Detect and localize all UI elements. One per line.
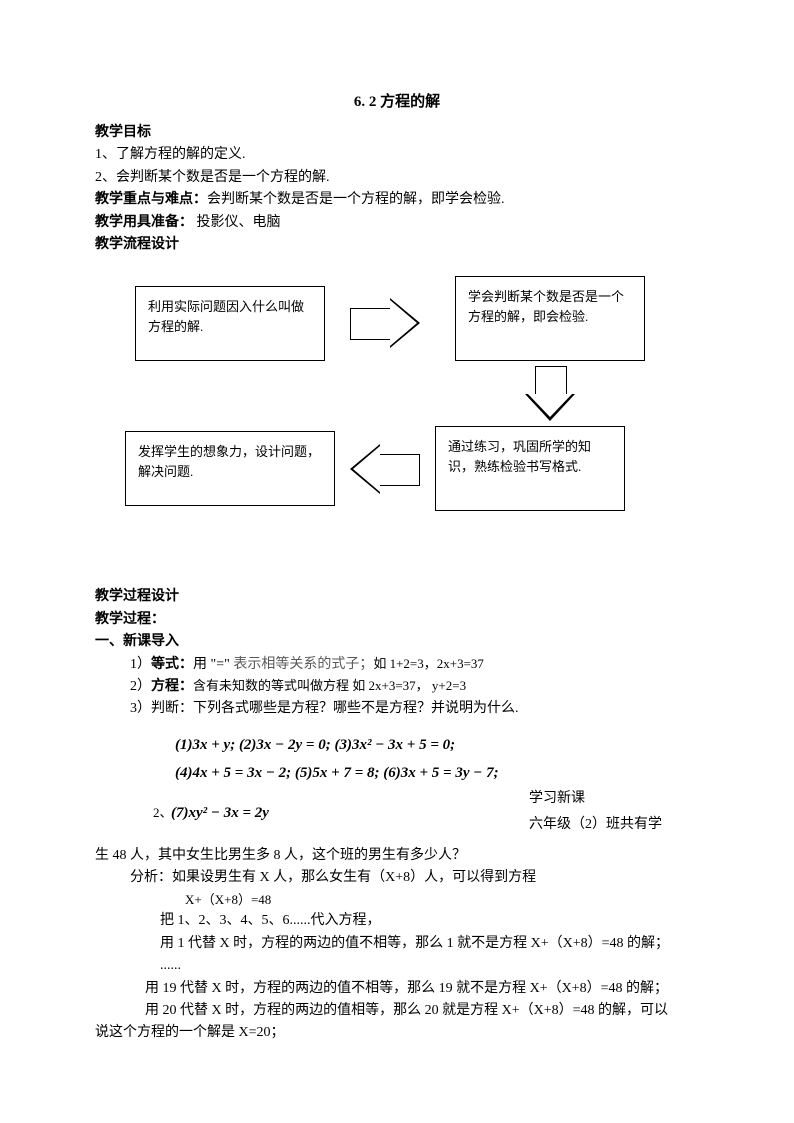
problem-line-7: 用 19 代替 X 时，方程的两边的值不相等，那么 19 就不是方程 X+（X+… bbox=[95, 978, 699, 1000]
intro-1-bold: 等式： bbox=[151, 657, 193, 672]
flow-box-3: 发挥学生的想象力，设计问题，解决问题. bbox=[125, 431, 335, 506]
intro-line-1: 1）等式：用 "=" 表示相等关系的式子；如 1+2=3，2x+3=37 bbox=[95, 654, 699, 676]
heading-objectives: 教学目标 bbox=[95, 122, 699, 144]
heading-flow: 教学流程设计 bbox=[95, 234, 699, 256]
intro-3-label: 3） bbox=[130, 701, 151, 716]
intro-line-2: 2）方程：含有未知数的等式叫做方程 如 2x+3=37， y+2=3 bbox=[95, 676, 699, 698]
page-title: 6. 2 方程的解 bbox=[95, 90, 699, 114]
objective-1: 1、了解方程的解的定义. bbox=[95, 144, 699, 166]
intro-2-bold: 方程： bbox=[151, 679, 193, 694]
keypoints-label: 教学重点与难点： bbox=[95, 192, 207, 207]
eq-row-3: (7)xy² − 3x = 2y bbox=[171, 799, 269, 828]
heading-process-design: 教学过程设计 bbox=[95, 586, 699, 608]
flow-box-2: 学会判断某个数是否是一个方程的解，即会检验. bbox=[455, 276, 645, 361]
keypoints-text: 会判断某个数是否是一个方程的解，即学会检验. bbox=[207, 192, 505, 207]
intro-2-text: 含有未知数的等式叫做方程 如 2x+3=37， y+2=3 bbox=[193, 678, 466, 693]
heading-process: 教学过程： bbox=[95, 609, 699, 631]
arrow-right-icon bbox=[350, 298, 420, 348]
side-note-2: 六年级（2）班共有学 bbox=[529, 812, 699, 839]
tools-text: 投影仪、电脑 bbox=[193, 215, 281, 230]
problem-line-4: 把 1、2、3、4、5、6......代入方程， bbox=[95, 910, 699, 932]
problem-line-2: 分析：如果设男生有 X 人，那么女生有（X+8）人，可以得到方程 bbox=[95, 867, 699, 889]
equation-block: (1)3x + y; (2)3x − 2y = 0; (3)3x² − 3x +… bbox=[175, 731, 699, 839]
intro-3-text: 判断：下列各式哪些是方程？哪些不是方程？并说明为什么. bbox=[151, 701, 519, 716]
intro-1-label: 1） bbox=[130, 657, 151, 672]
intro-1-text-a: 用 "=" bbox=[193, 657, 233, 672]
objective-2: 2、会判断某个数是否是一个方程的解. bbox=[95, 167, 699, 189]
side-note-1: 学习新课 bbox=[529, 786, 699, 813]
problem-line-3: X+（X+8）=48 bbox=[95, 890, 699, 911]
eq-row-2: (4)4x + 5 = 3x − 2; (5)5x + 7 = 8; (6)3x… bbox=[175, 759, 699, 788]
heading-intro: 一、新课导入 bbox=[95, 631, 699, 653]
problem-line-6: ...... bbox=[95, 955, 699, 977]
intro-1-text-b: 如 1+2=3，2x+3=37 bbox=[373, 656, 484, 671]
tools-line: 教学用具准备： 投影仪、电脑 bbox=[95, 212, 699, 234]
arrow-left-icon bbox=[350, 444, 420, 494]
problem-line-5: 用 1 代替 X 时，方程的两边的值不相等，那么 1 就不是方程 X+（X+8）… bbox=[95, 933, 699, 955]
intro-1-text-gray: 表示相等关系的式子； bbox=[233, 657, 373, 672]
flow-diagram: 利用实际问题因入什么叫做方程的解. 学会判断某个数是否是一个方程的解，即会检验.… bbox=[125, 276, 725, 556]
keypoints-line: 教学重点与难点：会判断某个数是否是一个方程的解，即学会检验. bbox=[95, 189, 699, 211]
problem-line-9: 说这个方程的一个解是 X=20； bbox=[95, 1022, 699, 1044]
flow-box-1: 利用实际问题因入什么叫做方程的解. bbox=[135, 286, 325, 361]
flow-box-4: 通过练习，巩固所学的知识，熟练检验书写格式. bbox=[435, 426, 625, 511]
intro-line-3: 3）判断：下列各式哪些是方程？哪些不是方程？并说明为什么. bbox=[95, 698, 699, 720]
intro-2-label: 2） bbox=[130, 679, 151, 694]
marker-2: 2、 bbox=[153, 801, 171, 826]
problem-line-8: 用 20 代替 X 时，方程的两边的值相等，那么 20 就是方程 X+（X+8）… bbox=[95, 1000, 699, 1022]
tools-label: 教学用具准备： bbox=[95, 215, 193, 230]
problem-line-1: 生 48 人，其中女生比男生多 8 人，这个班的男生有多少人？ bbox=[95, 845, 699, 867]
eq-row-1: (1)3x + y; (2)3x − 2y = 0; (3)3x² − 3x +… bbox=[175, 731, 699, 760]
arrow-down-icon bbox=[525, 366, 575, 421]
